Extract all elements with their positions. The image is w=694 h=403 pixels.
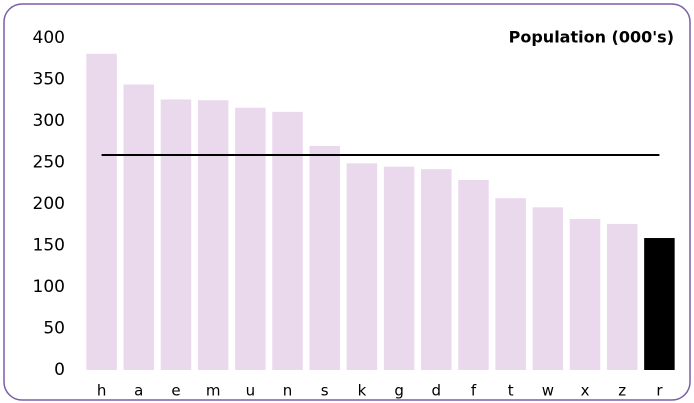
x-tick-label: h (97, 382, 107, 400)
x-tick-label: a (134, 382, 143, 400)
x-tick-label: r (656, 382, 663, 400)
x-tick-label: x (581, 382, 590, 400)
bar (160, 99, 192, 371)
x-tick-label: t (508, 382, 514, 400)
bar (346, 163, 378, 370)
y-tick-label: 100 (33, 277, 65, 297)
bar (532, 207, 564, 370)
x-tick-label: w (542, 382, 554, 400)
bar (383, 166, 415, 370)
x-tick-label: u (246, 382, 256, 400)
bar (86, 53, 117, 371)
x-tick-label: z (618, 382, 626, 400)
y-tick-label: 400 (33, 28, 65, 48)
x-tick-label: k (358, 382, 367, 400)
bar (569, 218, 601, 370)
bar (421, 169, 452, 370)
x-tick-label: s (321, 382, 329, 400)
x-tick-label: e (171, 382, 180, 400)
x-tick-label: f (471, 382, 477, 400)
bar (644, 238, 675, 370)
x-tick-label: d (432, 382, 442, 400)
bar (458, 179, 489, 370)
y-tick-label: 200 (33, 194, 65, 214)
y-tick-label: 150 (33, 236, 65, 256)
bar (606, 223, 638, 370)
y-tick-label: 350 (33, 70, 65, 90)
x-tick-label: m (206, 382, 221, 400)
bar (235, 107, 266, 370)
chart-title: Population (000's) (509, 28, 674, 47)
y-tick-label: 250 (33, 153, 65, 173)
y-tick-label: 50 (43, 319, 65, 339)
x-tick-label: n (283, 382, 293, 400)
x-tick-label: g (394, 382, 404, 400)
bar (197, 100, 229, 370)
y-tick-label: 300 (33, 111, 65, 131)
bar (272, 111, 303, 371)
bar (123, 84, 155, 370)
bar (309, 145, 340, 370)
y-tick-label: 0 (54, 360, 65, 380)
bar (495, 198, 526, 370)
